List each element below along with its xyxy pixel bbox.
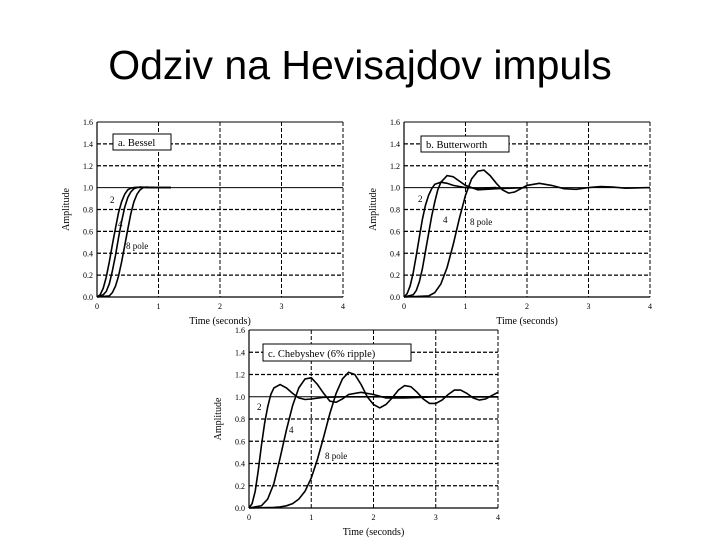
curve-annotation: 4 bbox=[443, 215, 448, 225]
y-tick-label: 1.6 bbox=[83, 118, 93, 127]
y-axis-label: Amplitude bbox=[368, 188, 379, 231]
curve-annotation: 2 bbox=[418, 194, 423, 204]
x-axis-label: Time (seconds) bbox=[343, 527, 405, 538]
y-tick-label: 1.0 bbox=[390, 184, 400, 193]
y-tick-label: 0.6 bbox=[235, 437, 245, 446]
x-tick-label: 3 bbox=[280, 302, 284, 311]
y-tick-label: 0.6 bbox=[390, 227, 400, 236]
y-tick-label: 1.2 bbox=[390, 162, 400, 171]
y-tick-label: 0.2 bbox=[83, 271, 93, 280]
y-tick-label: 0.0 bbox=[390, 293, 400, 302]
curve-annotation: 8 pole bbox=[325, 451, 347, 461]
y-tick-label: 0.4 bbox=[235, 460, 245, 469]
y-tick-label: 1.6 bbox=[235, 326, 245, 335]
curve-annotation: 8 pole bbox=[470, 217, 492, 227]
chart-title: b. Butterworth bbox=[426, 140, 488, 151]
chart-title: a. Bessel bbox=[118, 138, 155, 149]
x-tick-label: 2 bbox=[372, 513, 376, 522]
series-line-3 bbox=[248, 371, 499, 509]
curve-annotation: 4 bbox=[118, 219, 123, 229]
series-line-1 bbox=[248, 383, 498, 509]
x-axis-label: Time (seconds) bbox=[189, 316, 251, 327]
x-tick-label: 4 bbox=[648, 302, 652, 311]
chart-panel-2: 0.0 0.2 0.4 0.6 0.8 1.0 1.2 1.4 1.6 0 1 2 3 4 Time (se… bbox=[368, 118, 652, 327]
series-line-3 bbox=[403, 169, 651, 298]
y-tick-label: 0.4 bbox=[83, 249, 93, 258]
y-tick-label: 1.2 bbox=[83, 162, 93, 171]
y-tick-label: 0.8 bbox=[390, 206, 400, 215]
x-tick-label: 1 bbox=[309, 513, 313, 522]
x-tick-label: 0 bbox=[247, 513, 251, 522]
slide-title: Odziv na Hevisajdov impuls bbox=[108, 42, 612, 88]
x-tick-label: 1 bbox=[157, 302, 161, 311]
curve-annotation: 8 pole bbox=[126, 241, 148, 251]
y-tick-label: 1.2 bbox=[235, 371, 245, 380]
x-axis-label: Time (seconds) bbox=[496, 316, 558, 327]
curve-annotation: 4 bbox=[289, 425, 294, 435]
y-tick-label: 0.2 bbox=[390, 271, 400, 280]
x-tick-label: 4 bbox=[496, 513, 500, 522]
y-tick-label: 1.0 bbox=[235, 393, 245, 402]
y-tick-label: 0.8 bbox=[235, 415, 245, 424]
y-tick-label: 0.4 bbox=[390, 249, 400, 258]
x-tick-label: 2 bbox=[525, 302, 529, 311]
x-tick-label: 4 bbox=[341, 302, 345, 311]
y-tick-label: 1.4 bbox=[390, 140, 400, 149]
x-tick-label: 3 bbox=[434, 513, 438, 522]
x-tick-label: 0 bbox=[95, 302, 99, 311]
chart-panel-3: 0.0 0.2 0.4 0.6 0.8 1.0 1.2 1.4 1.6 0 1 2 3 4 Time (se… bbox=[213, 326, 500, 538]
chart-panel-1: 0.0 0.2 0.4 0.6 0.8 1.0 1.2 1.4 1.6 0 1 2 3 4 Time (se… bbox=[61, 118, 345, 327]
y-tick-label: 0.0 bbox=[235, 504, 245, 513]
y-tick-label: 0.0 bbox=[83, 293, 93, 302]
y-tick-label: 1.6 bbox=[390, 118, 400, 127]
series-line-2 bbox=[403, 174, 528, 298]
y-tick-label: 0.2 bbox=[235, 482, 245, 491]
y-tick-label: 1.4 bbox=[83, 140, 93, 149]
y-tick-label: 0.8 bbox=[83, 206, 93, 215]
chart-title: c. Chebyshev (6% ripple) bbox=[268, 349, 376, 360]
chart-title-box bbox=[420, 135, 510, 153]
series-line-1 bbox=[403, 181, 497, 298]
y-tick-label: 1.4 bbox=[235, 348, 245, 357]
chart-title-box bbox=[112, 133, 172, 151]
y-axis-label: Amplitude bbox=[61, 188, 72, 231]
y-tick-label: 1.0 bbox=[83, 184, 93, 193]
x-tick-label: 3 bbox=[587, 302, 591, 311]
series-line-2 bbox=[96, 186, 171, 298]
x-tick-label: 1 bbox=[464, 302, 468, 311]
curve-annotation: 2 bbox=[110, 195, 115, 205]
chart-title-box bbox=[262, 343, 412, 362]
series-line-3 bbox=[96, 186, 171, 298]
y-tick-label: 0.6 bbox=[83, 227, 93, 236]
x-tick-label: 0 bbox=[402, 302, 406, 311]
curve-annotation: 2 bbox=[257, 402, 262, 412]
x-tick-label: 2 bbox=[218, 302, 222, 311]
y-axis-label: Amplitude bbox=[213, 397, 224, 440]
